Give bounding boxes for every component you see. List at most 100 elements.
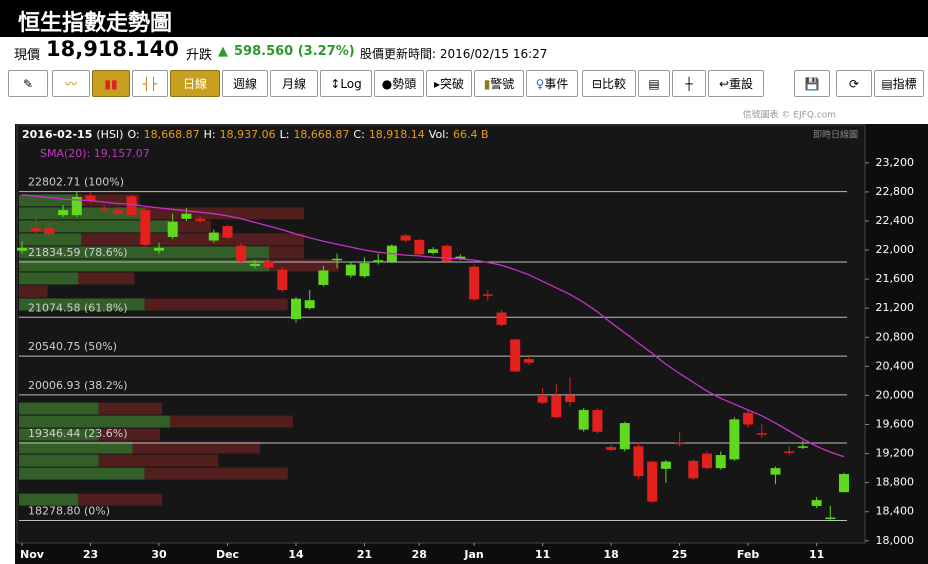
candle-body — [729, 419, 740, 460]
profile-down — [170, 415, 293, 428]
chart: 信號圖表 © EJFQ.com 22802.71 (100%) 21834.59 … — [15, 109, 928, 564]
pencil-button[interactable]: ✎ — [8, 70, 48, 97]
candle-body — [688, 460, 699, 479]
save-button[interactable]: 💾 — [794, 70, 830, 97]
candle-body — [565, 395, 575, 402]
sma-line — [21, 194, 845, 458]
bar-button[interactable]: ┤├ — [132, 70, 168, 97]
candle-body — [195, 218, 206, 221]
y-tick-label: 18,400 — [876, 505, 915, 518]
y-tick-label: 22,400 — [876, 214, 915, 227]
candle-body — [291, 298, 301, 320]
candle-body — [154, 247, 164, 251]
daily-button[interactable]: 日線 — [170, 70, 220, 97]
candle-body — [702, 453, 712, 469]
x-tick-label: Dec — [216, 548, 239, 561]
candle-body — [17, 247, 27, 251]
button-label: 日線 — [182, 77, 207, 91]
sma-label: SMA(20): 19,157.07 — [40, 147, 150, 160]
profile-up — [19, 233, 82, 246]
credit: 信號圖表 © EJFQ.com — [743, 109, 836, 121]
info-value: 18,668.87 — [293, 128, 349, 141]
y-tick-label: 22,000 — [876, 243, 915, 256]
profile-down — [144, 467, 288, 480]
profile-down — [98, 402, 163, 415]
info-date: 2016-02-15 — [22, 128, 92, 141]
candle-body — [660, 461, 671, 469]
fib-label: 20006.93 (38.2%) — [28, 379, 128, 392]
change: 598.560 (3.27%) — [234, 44, 355, 59]
compare-button[interactable]: ⊟ 比較 — [582, 70, 636, 97]
profile-up — [19, 207, 145, 220]
chart-label: 即時日線圖 — [813, 129, 858, 141]
profile-down — [269, 246, 305, 259]
candle-body — [44, 228, 55, 235]
y-tick-label: 20,400 — [876, 359, 915, 372]
y-tick-label: 19,200 — [876, 447, 915, 460]
candle-body — [592, 409, 603, 432]
up-arrow: ▲ — [218, 44, 228, 59]
fib-label: 21074.58 (61.8%) — [28, 301, 128, 314]
info-key: H: — [204, 128, 216, 141]
candle-body — [839, 474, 849, 493]
candle-body — [400, 235, 411, 241]
candle-body — [428, 249, 438, 253]
candle-body — [537, 396, 548, 403]
y-tick-label: 23,200 — [876, 156, 915, 169]
price-label: 現價 — [14, 48, 41, 63]
crosshair-button[interactable]: ┼ — [672, 70, 706, 97]
info-value: 66.4 B — [453, 128, 489, 141]
candle-body — [578, 409, 589, 430]
candle-body — [359, 263, 370, 277]
candle-body — [811, 500, 822, 506]
x-tick-label: 11 — [535, 548, 550, 561]
profile-up — [19, 467, 145, 480]
event-button[interactable]: ♀ 事件 — [526, 70, 578, 97]
momentum-button[interactable]: ● 勢頭 — [374, 70, 424, 97]
candle-body — [85, 195, 96, 201]
button-label: 勢頭 — [392, 77, 417, 91]
candle-body — [345, 264, 356, 276]
candle-body — [784, 451, 795, 453]
profile-down — [144, 298, 288, 311]
candle-body — [797, 446, 808, 448]
x-tick-label: Feb — [737, 548, 760, 561]
candle-body — [482, 294, 493, 296]
reset-button[interactable]: ↩ 重設 — [708, 70, 764, 97]
candle-body — [770, 468, 781, 475]
alert-button[interactable]: ▮ 警號 — [474, 70, 524, 97]
breakout-button[interactable]: ▸ 突破 — [426, 70, 472, 97]
fib-label: 18278.80 (0%) — [28, 505, 110, 518]
candle-body — [167, 221, 178, 237]
profile-up — [19, 272, 79, 285]
fib-label: 21834.59 (78.6%) — [28, 246, 128, 259]
candle-body — [208, 232, 219, 241]
weekly-button[interactable]: 週線 — [222, 70, 268, 97]
profile-up — [19, 194, 79, 207]
candle-body — [277, 269, 288, 291]
info-value: 18,937.06 — [220, 128, 276, 141]
button-label: 指標 — [892, 77, 917, 91]
log-button[interactable]: ↕ Log — [320, 70, 372, 97]
table-button[interactable]: ▤ — [638, 70, 670, 97]
y-tick-label: 22,800 — [876, 185, 915, 198]
x-tick-label: 25 — [672, 548, 687, 561]
button-label: 重設 — [729, 77, 754, 91]
line-button[interactable]: 〰 — [52, 70, 90, 97]
change-label: 升跌 — [186, 48, 213, 63]
refresh-button[interactable]: ⟳ — [836, 70, 872, 97]
price: 18,918.140 — [46, 37, 179, 61]
indicator-button[interactable]: ▤ 指標 — [874, 70, 924, 97]
monthly-button[interactable]: 月線 — [270, 70, 318, 97]
candle-body — [441, 245, 452, 262]
candle-body — [619, 423, 630, 450]
y-tick-label: 18,000 — [876, 534, 915, 547]
x-tick-label: Nov — [20, 548, 45, 561]
candle-body — [304, 300, 315, 309]
profile-up — [19, 428, 99, 441]
info-value: 18,918.14 — [369, 128, 425, 141]
info-symbol: (HSI) — [96, 128, 123, 141]
candle-body — [236, 245, 247, 262]
candle-button[interactable]: ▮▮ — [92, 70, 130, 97]
